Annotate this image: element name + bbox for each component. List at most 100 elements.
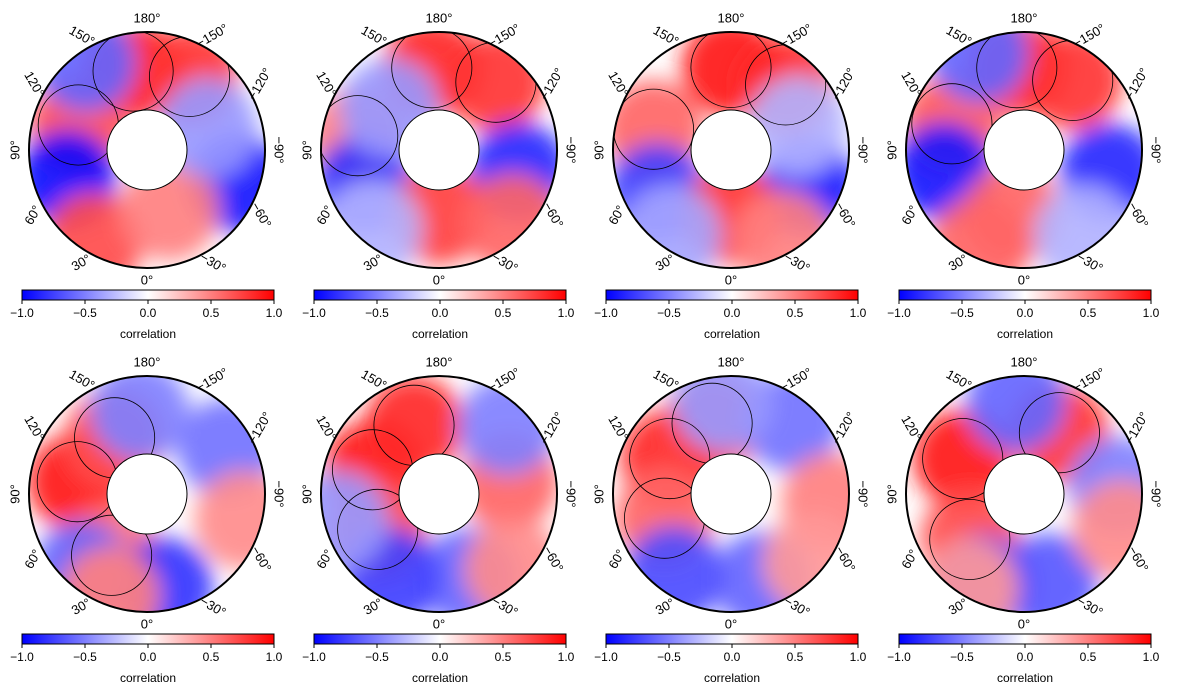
colorbar-tick-label: 0.0 bbox=[432, 306, 449, 320]
correlation-patch bbox=[194, 470, 265, 570]
longitude-label: 30° bbox=[653, 595, 678, 618]
map-frame bbox=[28, 375, 266, 613]
colorbar-tick-label: 0.5 bbox=[495, 650, 512, 664]
longitude-label: −90° bbox=[1149, 136, 1164, 163]
polar-map-row2-col4: 180°150°120°90°60°30°0°−30°−60°−90°−120°… bbox=[884, 354, 1164, 685]
longitude-label: 90° bbox=[299, 140, 314, 160]
longitude-label: −60° bbox=[540, 199, 567, 230]
colorbar-label: correlation bbox=[997, 671, 1053, 685]
longitude-label: −60° bbox=[248, 199, 275, 230]
zero-contour bbox=[911, 83, 993, 165]
longitude-label: 0° bbox=[725, 272, 737, 287]
longitude-label: 180° bbox=[426, 354, 453, 369]
map-panel-row1-col3: 180° 150° 120° 90° 60° 30° 0° −30° −60° −90° −120°… bbox=[584, 0, 874, 344]
colorbar-tick-label: 0.5 bbox=[787, 306, 804, 320]
colorbar-tick-label: −0.5 bbox=[73, 650, 97, 664]
zero-contour bbox=[1018, 392, 1100, 474]
longitude-label: 90° bbox=[884, 484, 899, 504]
longitude-label: 60° bbox=[21, 547, 44, 572]
colorbar-label: correlation bbox=[997, 327, 1053, 341]
zero-contour bbox=[629, 418, 711, 500]
map-frame bbox=[905, 31, 1143, 269]
polar-map-row1-col3: 180°150°120°90°60°30°0°−30°−60°−90°−120°… bbox=[591, 10, 870, 341]
map-panel-row2-col4: 180° 150° 120° 90° 60° 30° 0° −30° −60° −90° −120°… bbox=[877, 344, 1167, 688]
longitude-label: 30° bbox=[361, 251, 386, 274]
colorbar-tick-label: −1.0 bbox=[302, 306, 326, 320]
colorbar-tick-label: −0.5 bbox=[657, 650, 681, 664]
correlation-patch bbox=[457, 376, 557, 476]
map-panel-row2-col2: 180° 150° 120° 90° 60° 30° 0° −30° −60° −90° −120°… bbox=[292, 344, 582, 688]
longitude-label: −150° bbox=[485, 365, 522, 395]
longitude-label: −30° bbox=[197, 249, 228, 276]
zero-contour bbox=[321, 95, 399, 177]
colorbar-tick-label: 0.5 bbox=[495, 306, 512, 320]
colorbar-tick-label: 1.0 bbox=[1143, 306, 1160, 320]
longitude-label: −90° bbox=[564, 136, 579, 163]
colorbar-tick-label: −0.5 bbox=[365, 306, 389, 320]
colorbar-tick-label: 0.5 bbox=[203, 650, 220, 664]
colorbar-tick-label: 0.5 bbox=[1080, 650, 1097, 664]
colorbar-tick-label: 1.0 bbox=[266, 650, 283, 664]
colorbar-tick-label: 0.0 bbox=[140, 650, 157, 664]
colorbar-tick-label: −1.0 bbox=[594, 306, 618, 320]
longitude-label: 90° bbox=[591, 484, 606, 504]
longitude-label: −60° bbox=[540, 543, 567, 574]
longitude-label: 180° bbox=[134, 10, 161, 25]
map-panel-row2-col1: 180° 150° 120° 90° 60° 30° 0° −30° −60° −90° −120°… bbox=[0, 344, 290, 688]
zero-contour bbox=[92, 32, 174, 112]
correlation-patch bbox=[364, 376, 464, 475]
colorbar bbox=[898, 633, 1152, 645]
longitude-label: −90° bbox=[272, 480, 287, 507]
colorbar-label: correlation bbox=[120, 671, 176, 685]
correlation-patch bbox=[733, 190, 833, 268]
polar-map-row2-col2: 180°150°120°90°60°30°0°−30°−60°−90°−120°… bbox=[299, 354, 579, 685]
map-frame bbox=[612, 31, 850, 269]
longitude-label: −150° bbox=[777, 21, 814, 51]
map-panel-row2-col3: 180° 150° 120° 90° 60° 30° 0° −30° −60° −90° −120°… bbox=[584, 344, 874, 688]
colorbar-tick-label: 1.0 bbox=[558, 650, 575, 664]
longitude-label: 180° bbox=[718, 10, 745, 25]
longitude-label: −90° bbox=[1149, 480, 1164, 507]
longitude-label: 60° bbox=[605, 547, 628, 572]
colorbar-tick-label: 0.0 bbox=[1017, 650, 1034, 664]
map-frame bbox=[905, 375, 1143, 613]
zero-contour bbox=[922, 418, 1004, 500]
colorbar-tick-label: 0.5 bbox=[787, 650, 804, 664]
longitude-label: −90° bbox=[856, 480, 871, 507]
polar-gap bbox=[106, 453, 188, 535]
longitude-label: −150° bbox=[1070, 365, 1107, 395]
longitude-label: 60° bbox=[605, 203, 628, 228]
longitude-label: −120° bbox=[1121, 409, 1151, 446]
zero-contour bbox=[976, 32, 1058, 109]
longitude-label: −120° bbox=[828, 65, 858, 102]
colorbar-tick-label: −0.5 bbox=[365, 650, 389, 664]
colorbar bbox=[21, 633, 275, 645]
colorbar-tick-label: 0.0 bbox=[140, 306, 157, 320]
longitude-label: 0° bbox=[725, 616, 737, 631]
colorbar-tick-label: −1.0 bbox=[302, 650, 326, 664]
polar-gap bbox=[690, 453, 772, 535]
correlation-patch bbox=[920, 538, 1020, 612]
colorbar-tick-label: 0.0 bbox=[432, 650, 449, 664]
colorbar-tick-label: 1.0 bbox=[266, 306, 283, 320]
map-panel-row1-col4: 180° 150° 120° 90° 60° 30° 0° −30° −60° −90° −120°… bbox=[877, 0, 1167, 344]
map-frame bbox=[612, 375, 850, 613]
longitude-label: −30° bbox=[489, 593, 520, 620]
longitude-label: −90° bbox=[564, 480, 579, 507]
colorbar-label: correlation bbox=[412, 327, 468, 341]
polar-gap bbox=[398, 453, 480, 535]
longitude-label: 90° bbox=[299, 484, 314, 504]
longitude-label: −60° bbox=[832, 199, 859, 230]
longitude-label: 0° bbox=[433, 272, 445, 287]
polar-gap bbox=[983, 453, 1065, 535]
polar-gap bbox=[106, 109, 188, 191]
longitude-label: −150° bbox=[193, 365, 230, 395]
longitude-label: −30° bbox=[781, 593, 812, 620]
longitude-label: −120° bbox=[1121, 65, 1151, 102]
longitude-label: −120° bbox=[536, 409, 566, 446]
colorbar-label: correlation bbox=[120, 327, 176, 341]
longitude-label: 0° bbox=[141, 272, 153, 287]
longitude-label: 180° bbox=[134, 354, 161, 369]
longitude-label: −30° bbox=[1074, 249, 1105, 276]
longitude-label: 0° bbox=[1018, 616, 1030, 631]
